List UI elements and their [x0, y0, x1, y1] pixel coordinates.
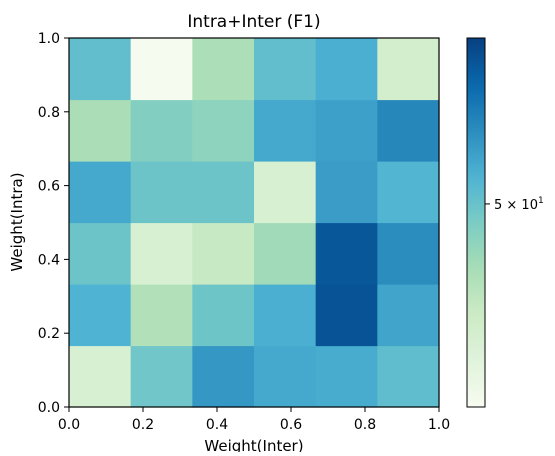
- colorbar-ticks: 5 × 101: [485, 196, 544, 213]
- chart-title: Intra+Inter (F1): [187, 12, 320, 32]
- heatmap-cell: [192, 345, 255, 408]
- y-tick-label: 0.4: [38, 252, 60, 268]
- heatmap-cell: [130, 284, 193, 347]
- heatmap-cell: [377, 345, 440, 408]
- x-tick-label: 0.6: [280, 417, 302, 433]
- x-tick-label: 0.8: [354, 417, 376, 433]
- heatmap-cell: [254, 345, 317, 408]
- heatmap-cell: [69, 284, 132, 347]
- x-tick-label: 0.0: [58, 417, 80, 433]
- heatmap-cell: [315, 38, 378, 101]
- heatmap-cell: [192, 38, 255, 101]
- heatmap-cell: [315, 99, 378, 162]
- heatmap-cell: [69, 38, 132, 101]
- heatmap-cell: [69, 99, 132, 162]
- heatmap-cell: [377, 99, 440, 162]
- y-tick-label: 0.2: [38, 326, 60, 342]
- x-tick-label: 1.0: [428, 417, 450, 433]
- y-axis-ticks: 0.0 0.2 0.4 0.6 0.8 1.0: [38, 31, 69, 416]
- heatmap-cell: [254, 38, 317, 101]
- heatmap-cell: [377, 222, 440, 285]
- heatmap-cell: [130, 161, 193, 224]
- heatmap-cell: [315, 161, 378, 224]
- heatmap-cell: [69, 345, 132, 408]
- heatmap-cell: [377, 161, 440, 224]
- y-tick-label: 1.0: [38, 31, 60, 47]
- heatmap-cell: [130, 345, 193, 408]
- x-axis-label: Weight(Inter): [204, 437, 303, 452]
- heatmap-cell: [254, 284, 317, 347]
- x-axis-ticks: 0.0 0.2 0.4 0.6 0.8 1.0: [58, 407, 450, 433]
- heatmap-cell: [130, 222, 193, 285]
- heatmap-cell: [130, 38, 193, 101]
- y-tick-label: 0.6: [38, 179, 60, 195]
- heatmap-cells: [69, 38, 440, 408]
- heatmap-cell: [254, 161, 317, 224]
- plot-frame: [68, 37, 440, 408]
- heatmap-cell: [377, 38, 440, 101]
- heatmap-cell: [315, 284, 378, 347]
- colorbar: [466, 37, 486, 408]
- colorbar-tick-label: 5 × 101: [494, 196, 544, 213]
- heatmap-cell: [192, 161, 255, 224]
- heatmap-cell: [315, 345, 378, 408]
- heatmap-cell: [130, 99, 193, 162]
- heatmap-cell: [192, 222, 255, 285]
- y-axis-label: Weight(Intra): [8, 172, 26, 271]
- heatmap-cell: [254, 222, 317, 285]
- heatmap-cell: [254, 99, 317, 162]
- heatmap-cell: [377, 284, 440, 347]
- heatmap-cell: [192, 284, 255, 347]
- heatmap-cell: [69, 161, 132, 224]
- x-tick-label: 0.2: [132, 417, 154, 433]
- heatmap-cell: [69, 222, 132, 285]
- y-tick-label: 0.8: [38, 105, 60, 121]
- heatmap-cell: [315, 222, 378, 285]
- x-tick-label: 0.4: [206, 417, 228, 433]
- y-tick-label: 0.0: [38, 400, 60, 416]
- heatmap-cell: [192, 99, 255, 162]
